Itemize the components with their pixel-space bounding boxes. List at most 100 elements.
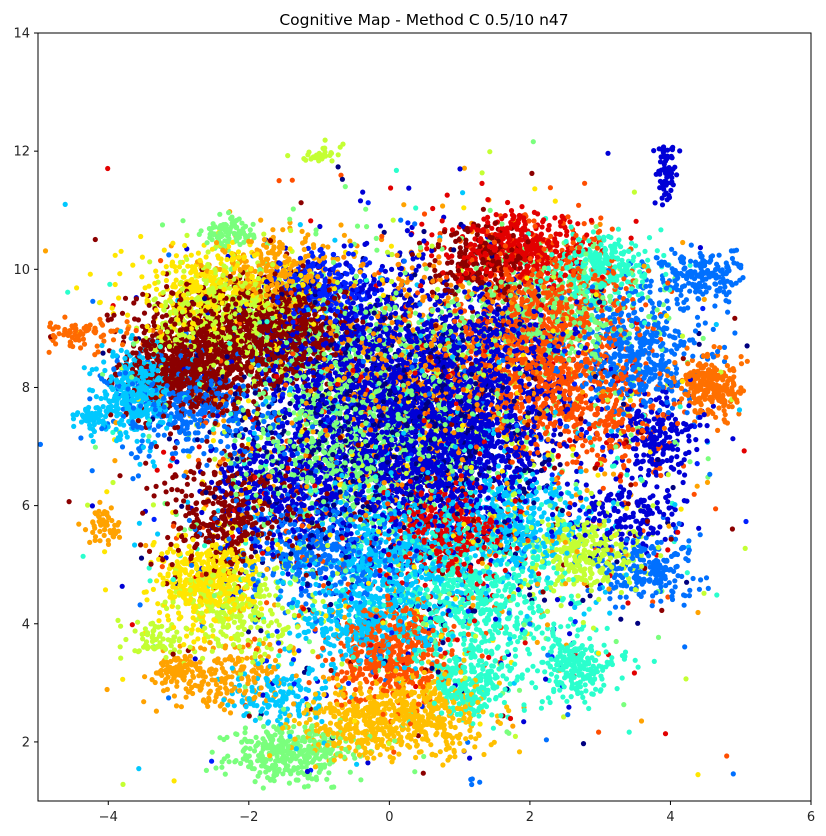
scatter-point [150, 586, 156, 593]
scatter-point [363, 206, 369, 212]
scatter-point [242, 725, 248, 731]
scatter-point [461, 205, 467, 211]
scatter-point [252, 549, 258, 555]
scatter-point [541, 597, 548, 603]
scatter-point [603, 649, 609, 655]
scatter-point [347, 769, 353, 775]
scatter-point [322, 137, 328, 143]
chart-title: Cognitive Map - Method C 0.5/10 n47 [279, 11, 568, 29]
scatter-point [276, 178, 282, 184]
scatter-point [97, 499, 103, 505]
scatter-point [264, 566, 270, 573]
scatter-point [110, 337, 117, 343]
scatter-point [245, 383, 251, 389]
scatter-point [297, 222, 303, 228]
scatter-point [480, 206, 486, 212]
scatter-point [694, 461, 700, 467]
scatter-point [104, 489, 110, 495]
scatter-point [251, 748, 258, 754]
scatter-point [364, 224, 370, 230]
scatter-point [299, 228, 305, 234]
scatter-point [698, 577, 704, 583]
scatter-point [201, 451, 207, 457]
scatter-point [678, 506, 684, 512]
scatter-point [626, 729, 632, 735]
scatter-point [308, 218, 314, 224]
scatter-point [203, 767, 209, 774]
scatter-point [572, 502, 578, 508]
scatter-point [251, 498, 257, 504]
scatter-point [479, 170, 485, 176]
scatter-point [258, 606, 265, 612]
scatter-point [646, 559, 653, 565]
scatter-point [365, 760, 371, 766]
scatter-point [624, 467, 631, 473]
scatter-point [582, 699, 588, 705]
scatter-point [81, 365, 87, 371]
scatter-point [654, 248, 660, 254]
scatter-point [580, 694, 586, 701]
scatter-point [166, 436, 172, 442]
scatter-point [265, 535, 271, 541]
scatter-point [530, 609, 537, 616]
scatter-point [247, 746, 253, 752]
scatter-point [306, 680, 312, 686]
scatter-point [704, 479, 711, 485]
scatter-point [104, 312, 110, 318]
scatter-point [393, 167, 399, 173]
scatter-point [502, 567, 508, 574]
scatter-point [569, 304, 575, 310]
scatter-point [365, 200, 371, 206]
scatter-point [680, 239, 686, 246]
scatter-point [697, 532, 703, 538]
scatter-point [530, 663, 536, 669]
scatter-point [206, 695, 212, 701]
scatter-point [519, 204, 525, 210]
scatter-point [633, 453, 640, 459]
scatter-point [174, 683, 180, 689]
scatter-point [101, 532, 107, 539]
scatter-point [198, 645, 204, 651]
scatter-point [264, 600, 270, 606]
scatter-point [557, 462, 563, 468]
scatter-point [610, 471, 617, 477]
scatter-point [491, 466, 497, 472]
scatter-point [110, 479, 116, 486]
scatter-point [185, 505, 191, 511]
scatter-point [116, 534, 123, 540]
scatter-point [676, 469, 682, 475]
scatter-point [419, 221, 425, 227]
scatter-point [222, 771, 228, 777]
scatter-point [264, 540, 270, 546]
scatter-point [324, 776, 330, 782]
scatter-point [587, 635, 593, 642]
scatter-point [542, 669, 548, 675]
scatter-point [92, 444, 98, 450]
scatter-point [117, 430, 123, 436]
scatter-point [661, 331, 667, 337]
scatter-point [684, 570, 690, 576]
scatter-point [289, 177, 295, 183]
scatter-point [85, 502, 91, 508]
scatter-point [705, 585, 711, 592]
scatter-point [669, 246, 675, 252]
scatter-point [601, 642, 607, 648]
scatter-point [680, 355, 686, 362]
scatter-point [313, 581, 319, 588]
scatter-point [612, 604, 619, 610]
scatter-point [118, 623, 124, 629]
scatter-point [530, 139, 536, 145]
scatter-point [435, 286, 441, 292]
scatter-point [275, 602, 281, 608]
scatter-point [94, 343, 100, 349]
scatter-point [532, 186, 538, 192]
scatter-point [87, 271, 93, 277]
scatter-point [93, 394, 99, 400]
scatter-point [125, 312, 131, 318]
scatter-point [212, 698, 218, 705]
scatter-point [633, 218, 639, 224]
scatter-point [138, 233, 144, 240]
scatter-point [670, 484, 676, 491]
scatter-point [512, 653, 519, 659]
